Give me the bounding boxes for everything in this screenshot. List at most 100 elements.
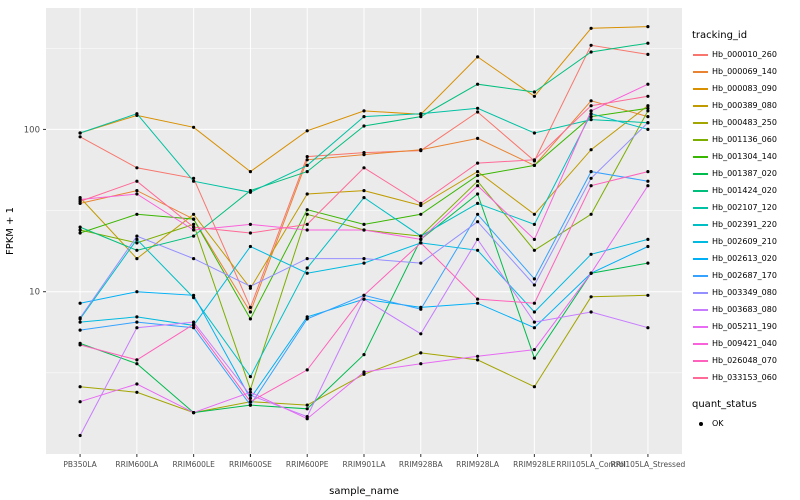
legend-item-label: Hb_002107_120: [712, 203, 777, 212]
data-point: [589, 118, 593, 122]
data-point: [78, 301, 82, 305]
legend-quant-items: OK: [688, 416, 800, 431]
data-point: [419, 332, 423, 336]
data-point: [248, 400, 252, 404]
data-point: [248, 393, 252, 397]
data-point: [476, 354, 480, 358]
data-point: [192, 225, 196, 229]
data-point: [589, 184, 593, 188]
data-point: [78, 228, 82, 232]
legend-item: Hb_005211_190: [692, 319, 800, 334]
data-point: [646, 261, 650, 265]
data-point: [589, 26, 593, 30]
legend-item-label: Hb_002391_220: [712, 220, 777, 229]
legend-item: Hb_033153_060: [692, 370, 800, 385]
y-tick-label: 10: [29, 288, 40, 298]
data-point: [78, 385, 82, 389]
legend-item-label: Hb_000069_140: [712, 67, 777, 76]
data-point: [192, 296, 196, 300]
data-point: [646, 237, 650, 241]
data-point: [362, 115, 366, 119]
legend-item: Hb_001387_020: [692, 166, 800, 181]
data-point: [135, 390, 139, 394]
data-point: [192, 257, 196, 261]
data-point: [419, 201, 423, 205]
data-point: [248, 390, 252, 394]
data-point: [305, 266, 309, 270]
data-point: [646, 184, 650, 188]
x-tick-label: RRIM901LA: [343, 460, 387, 469]
legend-item: Hb_003349_080: [692, 285, 800, 300]
data-point: [646, 82, 650, 86]
data-point: [476, 136, 480, 140]
legend: tracking_id Hb_000010_260 Hb_000069_140 Hb…: [688, 0, 800, 500]
data-point: [135, 382, 139, 386]
x-tick-label: RRIM928BA: [399, 460, 444, 469]
data-point: [248, 170, 252, 174]
legend-item: Hb_002613_020: [692, 251, 800, 266]
data-point: [646, 170, 650, 174]
data-point: [135, 189, 139, 193]
legend-item-label: Hb_002609_210: [712, 237, 777, 246]
legend-key-line-icon: [692, 167, 709, 181]
data-point: [646, 115, 650, 119]
data-point: [589, 176, 593, 180]
data-point: [532, 277, 537, 281]
legend-key-line-icon: [692, 116, 709, 130]
data-point: [646, 41, 650, 45]
data-point: [476, 173, 480, 178]
data-point: [589, 252, 593, 256]
data-point: [532, 283, 537, 287]
data-point: [476, 358, 480, 362]
data-point: [305, 158, 309, 162]
data-point: [476, 161, 480, 165]
legend-item: Hb_002687_170: [692, 268, 800, 283]
data-point: [476, 179, 480, 183]
data-point: [589, 109, 593, 113]
data-point: [419, 241, 423, 245]
data-point: [476, 201, 480, 205]
legend-item-label: Hb_009421_040: [712, 339, 777, 348]
legend-title-quant-status: quant_status: [692, 399, 757, 410]
legend-item: Hb_000069_140: [692, 64, 800, 79]
data-point: [419, 362, 423, 366]
data-point: [78, 231, 82, 235]
data-point: [646, 121, 650, 125]
data-point: [248, 310, 252, 314]
data-point: [419, 307, 423, 311]
data-point: [476, 55, 480, 59]
legend-item: Hb_002609_210: [692, 234, 800, 249]
data-point: [248, 190, 252, 194]
legend-item: Hb_009421_040: [692, 336, 800, 351]
data-point: [589, 115, 593, 119]
plot-area: 10 100 PB350LA RRIM600LA RRIM600LE RRIM600SE R…: [5, 8, 686, 497]
data-point: [305, 368, 309, 372]
data-point: [589, 148, 593, 152]
legend-item-label: Hb_000389_080: [712, 101, 777, 110]
legend-item-label: Hb_001304_140: [712, 152, 777, 161]
data-point: [646, 109, 650, 113]
data-point: [532, 237, 537, 241]
data-point: [362, 370, 366, 374]
data-point: [192, 322, 196, 326]
x-tick-label: RRIM600SE: [229, 460, 272, 469]
data-point: [192, 234, 196, 238]
legend-key-line-icon: [692, 337, 709, 351]
data-point: [646, 106, 650, 110]
data-point: [248, 375, 252, 379]
data-point: [362, 189, 366, 193]
data-point: [362, 196, 366, 200]
data-point: [248, 244, 252, 249]
legend-key-line-icon: [692, 82, 709, 96]
data-point: [532, 158, 537, 162]
data-point: [78, 199, 82, 203]
data-point: [589, 310, 593, 314]
data-point: [192, 217, 196, 221]
legend-item: Hb_002107_120: [692, 200, 800, 215]
legend-key-line-icon: [692, 269, 709, 283]
data-point: [589, 112, 593, 116]
data-point: [362, 257, 366, 261]
data-point: [532, 320, 537, 324]
data-point: [362, 353, 366, 357]
x-tick-label: RRIM600LE: [172, 460, 215, 469]
